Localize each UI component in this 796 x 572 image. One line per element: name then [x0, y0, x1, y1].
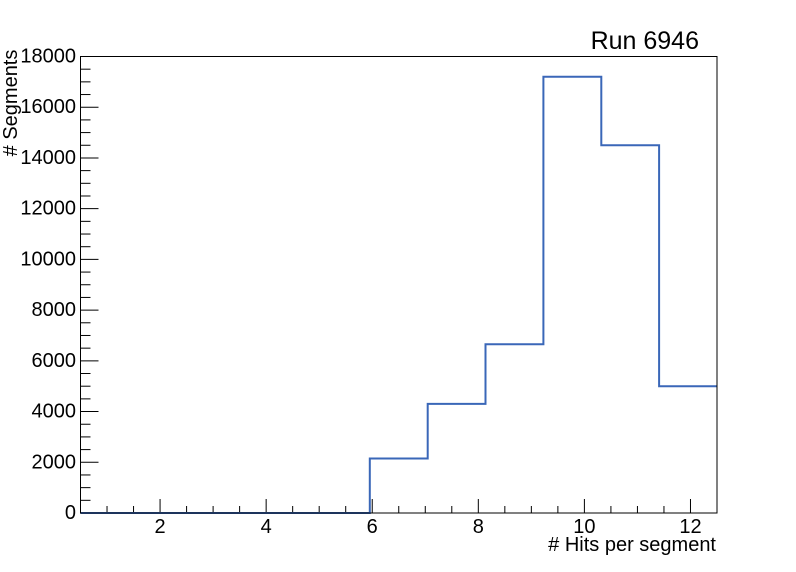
y-tick-label: 18000 [20, 46, 76, 68]
x-tick-label: 8 [473, 516, 484, 538]
x-tick-label: 12 [679, 516, 701, 538]
chart-title: Run 6946 [591, 27, 699, 55]
y-axis-ticks [80, 56, 99, 514]
y-tick-label: 8000 [32, 299, 77, 321]
y-tick-label: 0 [65, 502, 76, 524]
x-tick-label: 6 [367, 516, 378, 538]
y-tick-label: 2000 [32, 451, 77, 473]
plot-frame [80, 56, 718, 514]
y-axis-title: # Segments [0, 50, 22, 157]
histogram-line [80, 75, 717, 514]
x-axis-tick-labels: 2 4 6 8 10 12 [155, 516, 702, 538]
y-tick-label: 16000 [20, 96, 76, 118]
y-tick-label: 6000 [32, 350, 77, 372]
y-axis-tick-labels: 0 2000 4000 6000 8000 10000 12000 14000 16000 180… [20, 46, 76, 525]
x-axis-ticks [106, 499, 691, 513]
x-tick-label: 10 [573, 516, 595, 538]
x-tick-label: 2 [155, 516, 166, 538]
y-tick-label: 12000 [20, 198, 76, 220]
y-tick-label: 4000 [32, 401, 77, 423]
x-tick-label: 4 [261, 516, 272, 538]
y-tick-label: 14000 [20, 147, 76, 169]
x-axis-title: # Hits per segment [548, 534, 716, 556]
y-tick-label: 10000 [20, 248, 76, 270]
